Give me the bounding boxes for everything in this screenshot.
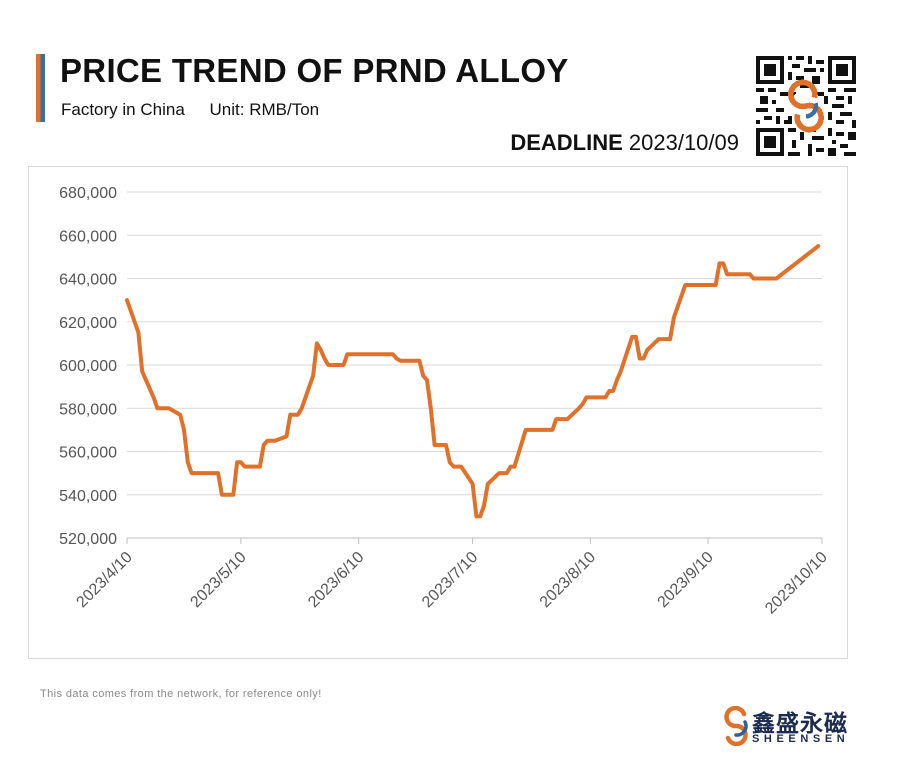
brand-name-cn: 鑫盛永磁 <box>752 711 848 737</box>
title-accent-bar <box>36 54 45 122</box>
x-tick-label: 2023/8/10 <box>537 549 599 611</box>
brand-block: 鑫盛永磁 SHEENSEN <box>722 704 862 748</box>
y-tick-label: 680,000 <box>59 185 117 202</box>
x-tick-label: 2023/4/10 <box>73 549 135 611</box>
subtitle-source: Factory in China <box>61 100 185 119</box>
y-tick-label: 640,000 <box>59 272 117 289</box>
sheensen-logo-icon <box>724 706 748 746</box>
y-tick-label: 660,000 <box>59 228 117 245</box>
footnote: This data comes from the network, for re… <box>40 688 322 700</box>
deadline-label: DEADLINE <box>510 130 623 155</box>
y-tick-label: 600,000 <box>59 358 117 375</box>
price-trend-chart: 520,000 540,000 560,000 580,000 600,000 620,0… <box>59 185 831 618</box>
y-tick-label: 540,000 <box>59 488 117 505</box>
y-tick-label: 520,000 <box>59 531 117 548</box>
y-tick-label: 580,000 <box>59 401 117 418</box>
page-title: PRICE TREND OF PRND ALLOY <box>60 52 569 89</box>
subtitle: Factory in China Unit: RMB/Ton <box>61 100 319 120</box>
price-series-line <box>125 244 821 519</box>
deadline-date: 2023/10/09 <box>628 130 739 155</box>
y-tick-label: 620,000 <box>59 315 117 332</box>
brand-name-en: SHEENSEN <box>752 733 850 745</box>
y-tick-label: 560,000 <box>59 445 117 462</box>
x-tick-label: 2023/10/10 <box>762 549 831 618</box>
x-tick-label: 2023/5/10 <box>187 549 249 611</box>
chart-frame: 520,000 540,000 560,000 580,000 600,000 620,0… <box>28 166 848 659</box>
x-tick-label: 2023/9/10 <box>655 549 717 611</box>
qr-code-icon <box>756 56 856 156</box>
deadline: DEADLINE 2023/10/09 <box>510 130 739 156</box>
x-tick-label: 2023/6/10 <box>305 549 367 611</box>
subtitle-unit: Unit: RMB/Ton <box>209 100 320 119</box>
x-tick-label: 2023/7/10 <box>419 549 481 611</box>
